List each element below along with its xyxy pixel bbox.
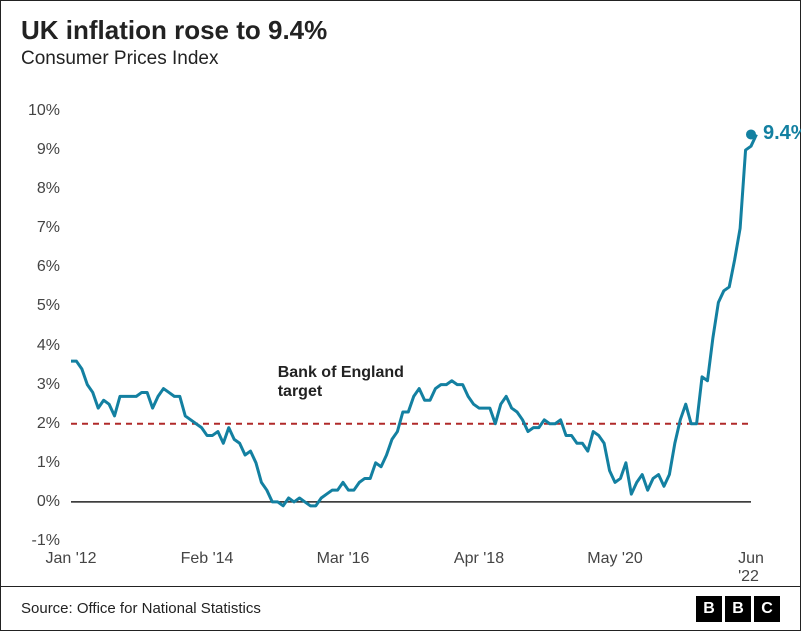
x-tick-label: Jun '22 [738, 550, 764, 586]
chart-title: UK inflation rose to 9.4% [1, 1, 800, 48]
x-axis: Jan '12Feb '14Mar '16Apr '18May '20Jun '… [71, 546, 751, 576]
logo-letter: B [696, 596, 722, 622]
bbc-logo: BBC [696, 596, 780, 622]
y-tick-label: 7% [37, 219, 60, 237]
x-tick-label: Apr '18 [454, 550, 504, 568]
y-tick-label: 8% [37, 180, 60, 198]
y-tick-label: 5% [37, 297, 60, 315]
target-annotation-l1: Bank of England [278, 364, 404, 381]
x-tick-label: Jan '12 [45, 550, 96, 568]
target-annotation: Bank of England target [278, 363, 404, 401]
y-tick-label: 6% [37, 258, 60, 276]
plot-area: Bank of England target 9.4% [71, 111, 751, 541]
footer: Source: Office for National Statistics B… [1, 586, 800, 630]
y-tick-label: 1% [37, 454, 60, 472]
endpoint-dot [746, 129, 756, 139]
target-annotation-l2: target [278, 383, 322, 400]
x-tick-label: Mar '16 [317, 550, 370, 568]
endpoint-label: 9.4% [763, 122, 801, 145]
x-tick-label: May '20 [587, 550, 643, 568]
y-axis: -1%0%1%2%3%4%5%6%7%8%9%10% [1, 111, 66, 541]
y-tick-label: 4% [37, 337, 60, 355]
chart-subtitle: Consumer Prices Index [1, 48, 800, 78]
y-tick-label: 3% [37, 376, 60, 394]
y-tick-label: 9% [37, 141, 60, 159]
y-tick-label: 2% [37, 415, 60, 433]
chart-svg [71, 111, 751, 541]
x-tick-label: Feb '14 [181, 550, 234, 568]
data-line [71, 134, 756, 505]
chart-container: UK inflation rose to 9.4% Consumer Price… [0, 0, 801, 631]
logo-letter: B [725, 596, 751, 622]
y-tick-label: -1% [32, 532, 60, 550]
logo-letter: C [754, 596, 780, 622]
y-tick-label: 10% [28, 102, 60, 120]
source-text: Source: Office for National Statistics [21, 600, 261, 617]
y-tick-label: 0% [37, 493, 60, 511]
